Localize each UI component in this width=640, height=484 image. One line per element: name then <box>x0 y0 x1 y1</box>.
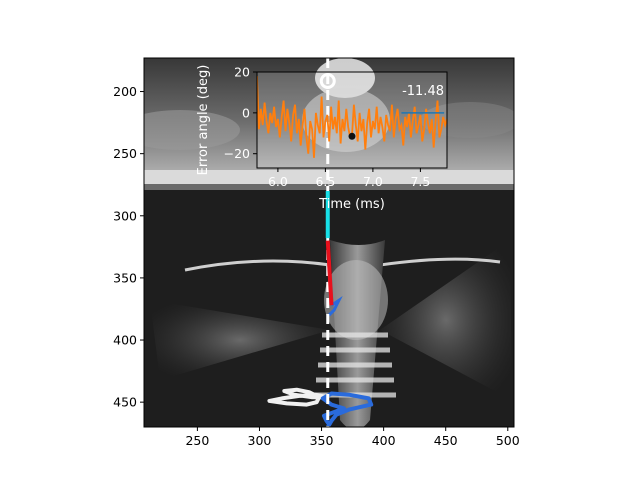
main-axes-frame <box>143 57 515 428</box>
main-axis-ticks: 250 300 350 400 450 500 200 250 300 350 400 450 <box>113 84 520 448</box>
x-tick-label: 450 <box>434 433 458 448</box>
inset-y-axis-label: Error angle (deg) <box>196 65 211 176</box>
x-tick-label: 350 <box>310 433 334 448</box>
y-tick-label: 400 <box>113 333 137 348</box>
y-tick-label: 250 <box>113 146 137 161</box>
inset-chart: 6.0 6.5 7.0 7.5 20 0 −20 -11.48 Time (ms) Erro… <box>196 65 448 212</box>
tracking-overlays <box>267 58 374 427</box>
y-tick-label: 450 <box>113 395 137 410</box>
y-tick-label: 300 <box>113 208 137 223</box>
inset-x-tick-label: 6.5 <box>315 174 335 189</box>
inset-x-tick-label: 6.0 <box>268 174 288 189</box>
tracked-path-blue-short <box>327 295 343 317</box>
tracked-path-white <box>267 387 329 407</box>
current-value-marker <box>348 132 356 140</box>
y-tick-label: 350 <box>113 270 137 285</box>
inset-y-tick-label: 0 <box>242 105 250 120</box>
inset-y-tick-label: −20 <box>224 146 250 161</box>
x-tick-label: 300 <box>248 433 272 448</box>
x-tick-label: 250 <box>185 433 209 448</box>
head-segment-red <box>325 240 334 306</box>
x-tick-label: 500 <box>496 433 520 448</box>
inset-x-tick-label: 7.0 <box>363 174 383 189</box>
inset-x-tick-label: 7.5 <box>410 174 430 189</box>
x-tick-label: 400 <box>372 433 396 448</box>
inset-y-tick-label: 20 <box>234 65 250 80</box>
y-tick-label: 200 <box>113 84 137 99</box>
inset-x-axis-label: Time (ms) <box>318 197 385 212</box>
inset-frame <box>256 71 448 169</box>
inset-value-annotation: -11.48 <box>402 84 444 99</box>
time-cursor-ring <box>319 73 336 89</box>
